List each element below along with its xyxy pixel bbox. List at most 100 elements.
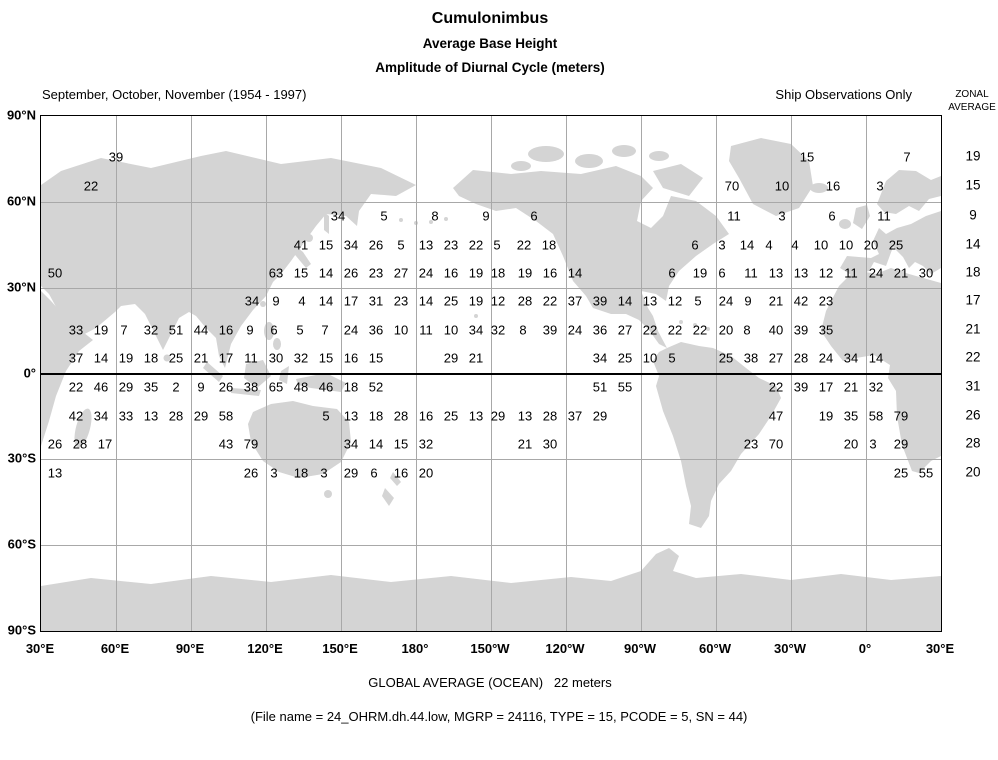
data-value: 3 — [876, 178, 884, 194]
data-value: 12 — [490, 293, 506, 309]
data-value: 20 — [843, 436, 859, 452]
world-map-plot: 39 15 7 22 70 10 16 3 34 5 8 9 6 11 3 6 11 41 15 34 26 5 13 23 2… — [40, 115, 942, 632]
data-value: 39 — [108, 149, 124, 165]
data-value: 24 — [868, 265, 884, 281]
data-value: 26 — [243, 465, 259, 481]
y-tick-label: 90°S — [7, 622, 36, 638]
zonal-average-value: 19 — [965, 148, 981, 164]
zonal-header-line2: AVERAGE — [948, 102, 996, 113]
data-value: 17 — [343, 293, 359, 309]
zonal-average-value: 17 — [965, 292, 981, 308]
data-value: 34 — [468, 322, 484, 338]
zonal-average-value: 20 — [965, 464, 981, 480]
data-value: 13 — [143, 408, 159, 424]
data-value: 31 — [368, 293, 384, 309]
data-value: 2 — [172, 379, 180, 395]
data-value: 34 — [330, 208, 346, 224]
island-aleutian-1 — [399, 218, 403, 222]
data-value: 16 — [443, 265, 459, 281]
data-value: 55 — [918, 465, 934, 481]
season-period-label: September, October, November (1954 - 199… — [42, 87, 307, 102]
data-value: 32 — [293, 350, 309, 366]
zonal-average-value: 14 — [965, 236, 981, 252]
data-value: 36 — [368, 322, 384, 338]
zonal-average-value: 28 — [965, 435, 981, 451]
data-value: 47 — [768, 408, 784, 424]
data-value: 17 — [97, 436, 113, 452]
data-value: 28 — [168, 408, 184, 424]
data-value: 26 — [368, 237, 384, 253]
data-value: 13 — [468, 408, 484, 424]
data-value: 13 — [343, 408, 359, 424]
data-value: 10 — [393, 322, 409, 338]
data-value: 29 — [443, 350, 459, 366]
data-value: 3 — [270, 465, 278, 481]
data-value: 46 — [93, 379, 109, 395]
data-value: 42 — [793, 293, 809, 309]
data-value: 14 — [418, 293, 434, 309]
x-tick-label: 60°W — [699, 641, 731, 656]
y-tick-label: 0° — [23, 365, 36, 380]
data-value: 4 — [765, 237, 773, 253]
data-value: 19 — [517, 265, 533, 281]
data-value: 12 — [667, 293, 683, 309]
data-value: 22 — [667, 322, 683, 338]
data-value: 21 — [468, 350, 484, 366]
data-value: 3 — [320, 465, 328, 481]
data-value: 58 — [218, 408, 234, 424]
data-value: 9 — [197, 379, 205, 395]
island-newguinea — [296, 373, 346, 392]
island-aleutian-4 — [444, 217, 448, 221]
data-value: 22 — [516, 237, 532, 253]
data-value: 10 — [813, 237, 829, 253]
zonal-header-line1: ZONAL — [955, 89, 989, 100]
island-srilanka — [163, 354, 171, 362]
data-value: 35 — [843, 408, 859, 424]
data-value: 35 — [818, 322, 834, 338]
island-taiwan — [260, 301, 266, 307]
data-value: 13 — [517, 408, 533, 424]
data-value: 32 — [490, 322, 506, 338]
data-value: 3 — [778, 208, 786, 224]
data-value: 24 — [418, 265, 434, 281]
island-philippines-2 — [273, 338, 281, 350]
data-value: 18 — [293, 465, 309, 481]
data-value: 15 — [293, 265, 309, 281]
island-arctic-2 — [575, 154, 603, 168]
data-value: 5 — [380, 208, 388, 224]
data-value: 11 — [727, 208, 741, 224]
continent-africa-east-sliver — [41, 291, 93, 446]
data-value: 15 — [393, 436, 409, 452]
data-value: 41 — [293, 237, 309, 253]
y-tick-label: 60°S — [7, 536, 36, 552]
island-newzealand-south — [382, 488, 394, 506]
zonal-average-value: 21 — [965, 321, 981, 337]
data-value: 24 — [343, 322, 359, 338]
data-value: 16 — [218, 322, 234, 338]
continent-south-america — [653, 342, 781, 528]
data-value: 23 — [443, 237, 459, 253]
island-java — [231, 388, 261, 396]
grid-parallel-line — [41, 459, 941, 461]
data-value: 46 — [318, 379, 334, 395]
data-value: 17 — [218, 350, 234, 366]
island-sulawesi — [279, 366, 289, 384]
data-value: 16 — [343, 350, 359, 366]
data-value: 14 — [318, 293, 334, 309]
island-hawaii — [474, 314, 478, 318]
y-tick-label: 60°N — [6, 193, 36, 209]
data-value: 8 — [743, 322, 751, 338]
data-value: 29 — [592, 408, 608, 424]
x-tick-label: 120°E — [247, 641, 283, 656]
zonal-average-value: 9 — [969, 207, 977, 223]
data-value: 26 — [343, 265, 359, 281]
grid-parallel-line — [41, 287, 941, 289]
data-value: 18 — [541, 237, 557, 253]
data-value: 16 — [542, 265, 558, 281]
data-value: 39 — [793, 322, 809, 338]
data-value: 13 — [642, 293, 658, 309]
data-value: 36 — [592, 322, 608, 338]
data-value: 11 — [244, 350, 258, 366]
data-value: 20 — [863, 237, 879, 253]
x-tick-label: 30°W — [774, 641, 806, 656]
